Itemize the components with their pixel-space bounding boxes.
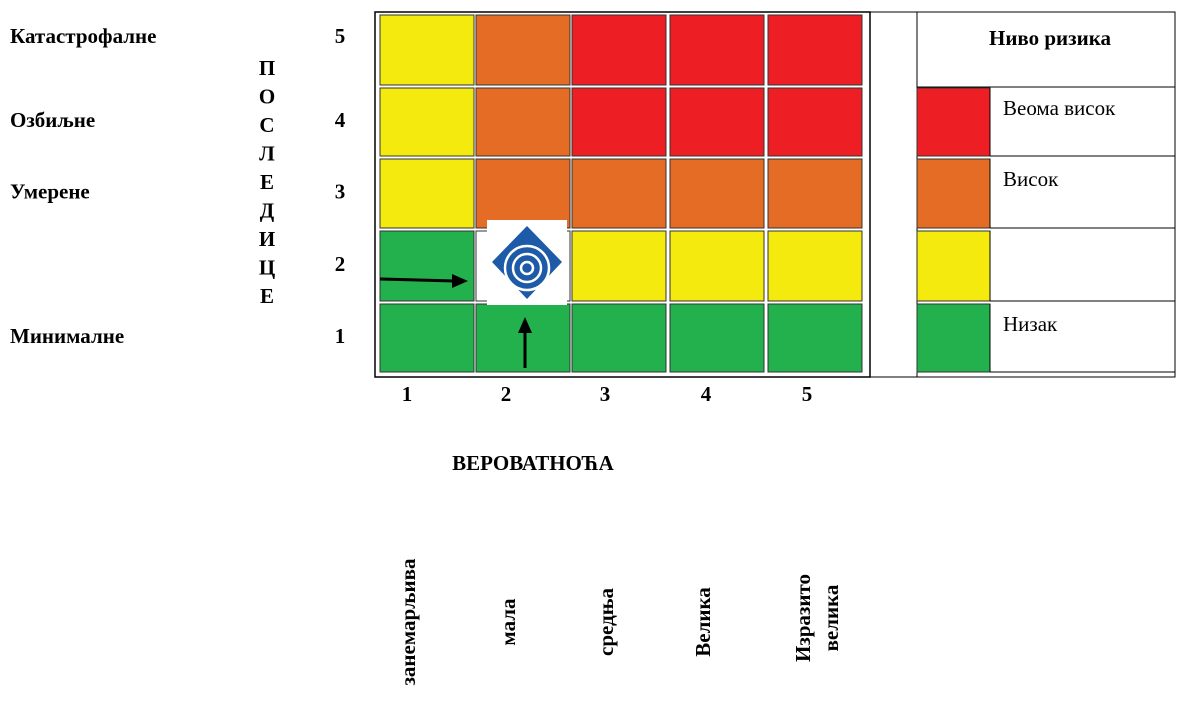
level-label: 1 — [335, 324, 346, 348]
cell — [767, 230, 863, 302]
cell — [767, 87, 863, 157]
severity-label: Катастрофалне — [10, 24, 156, 48]
cell — [571, 303, 667, 373]
cell — [571, 158, 667, 229]
legend-label: Висок — [1003, 167, 1059, 191]
legend-title: Ниво ризика — [989, 26, 1111, 50]
likelihood-label: Изразито — [791, 574, 815, 662]
cell — [767, 303, 863, 373]
arrows — [379, 274, 532, 368]
cell — [379, 14, 475, 86]
column-label: 5 — [802, 382, 813, 406]
legend-swatch — [916, 230, 991, 302]
cell — [669, 158, 765, 229]
target-icon — [487, 220, 567, 305]
cell — [571, 87, 667, 157]
column-label: 4 — [701, 382, 712, 406]
likelihood-label: велика — [819, 584, 843, 651]
cell — [571, 14, 667, 86]
cell — [669, 230, 765, 302]
cell — [475, 14, 571, 86]
level-label: 2 — [335, 252, 346, 276]
severity-label: Умерене — [10, 179, 90, 203]
cell — [669, 303, 765, 373]
severity-label: Минималне — [10, 324, 124, 348]
likelihood-label: Велика — [691, 587, 715, 657]
column-label: 2 — [501, 382, 512, 406]
cell — [379, 158, 475, 229]
level-label: 5 — [335, 24, 346, 48]
cell — [767, 14, 863, 86]
cell — [669, 14, 765, 86]
column-label: 1 — [402, 382, 413, 406]
likelihood-label: средња — [594, 588, 618, 656]
cell — [669, 87, 765, 157]
legend-swatch — [916, 87, 991, 157]
cell — [571, 230, 667, 302]
legend-label: Веома висок — [1003, 96, 1116, 120]
cell — [379, 230, 475, 302]
legend-swatch — [916, 303, 991, 373]
cell — [475, 303, 571, 373]
legend-label: Низак — [1003, 312, 1058, 336]
likelihood-label: мала — [496, 598, 520, 646]
cell — [475, 87, 571, 157]
cell — [379, 303, 475, 373]
level-label: 4 — [335, 108, 346, 132]
cell — [767, 158, 863, 229]
spacer — [869, 11, 918, 378]
level-label: 3 — [335, 179, 346, 203]
cell — [379, 87, 475, 157]
legend-swatch — [916, 158, 991, 229]
likelihood-label: занемарљива — [396, 558, 420, 686]
column-label: 3 — [600, 382, 611, 406]
cell — [475, 158, 571, 229]
x-title: ВЕРОВАТНОЋА — [452, 451, 615, 475]
severity-label: Озбиљне — [10, 108, 95, 132]
